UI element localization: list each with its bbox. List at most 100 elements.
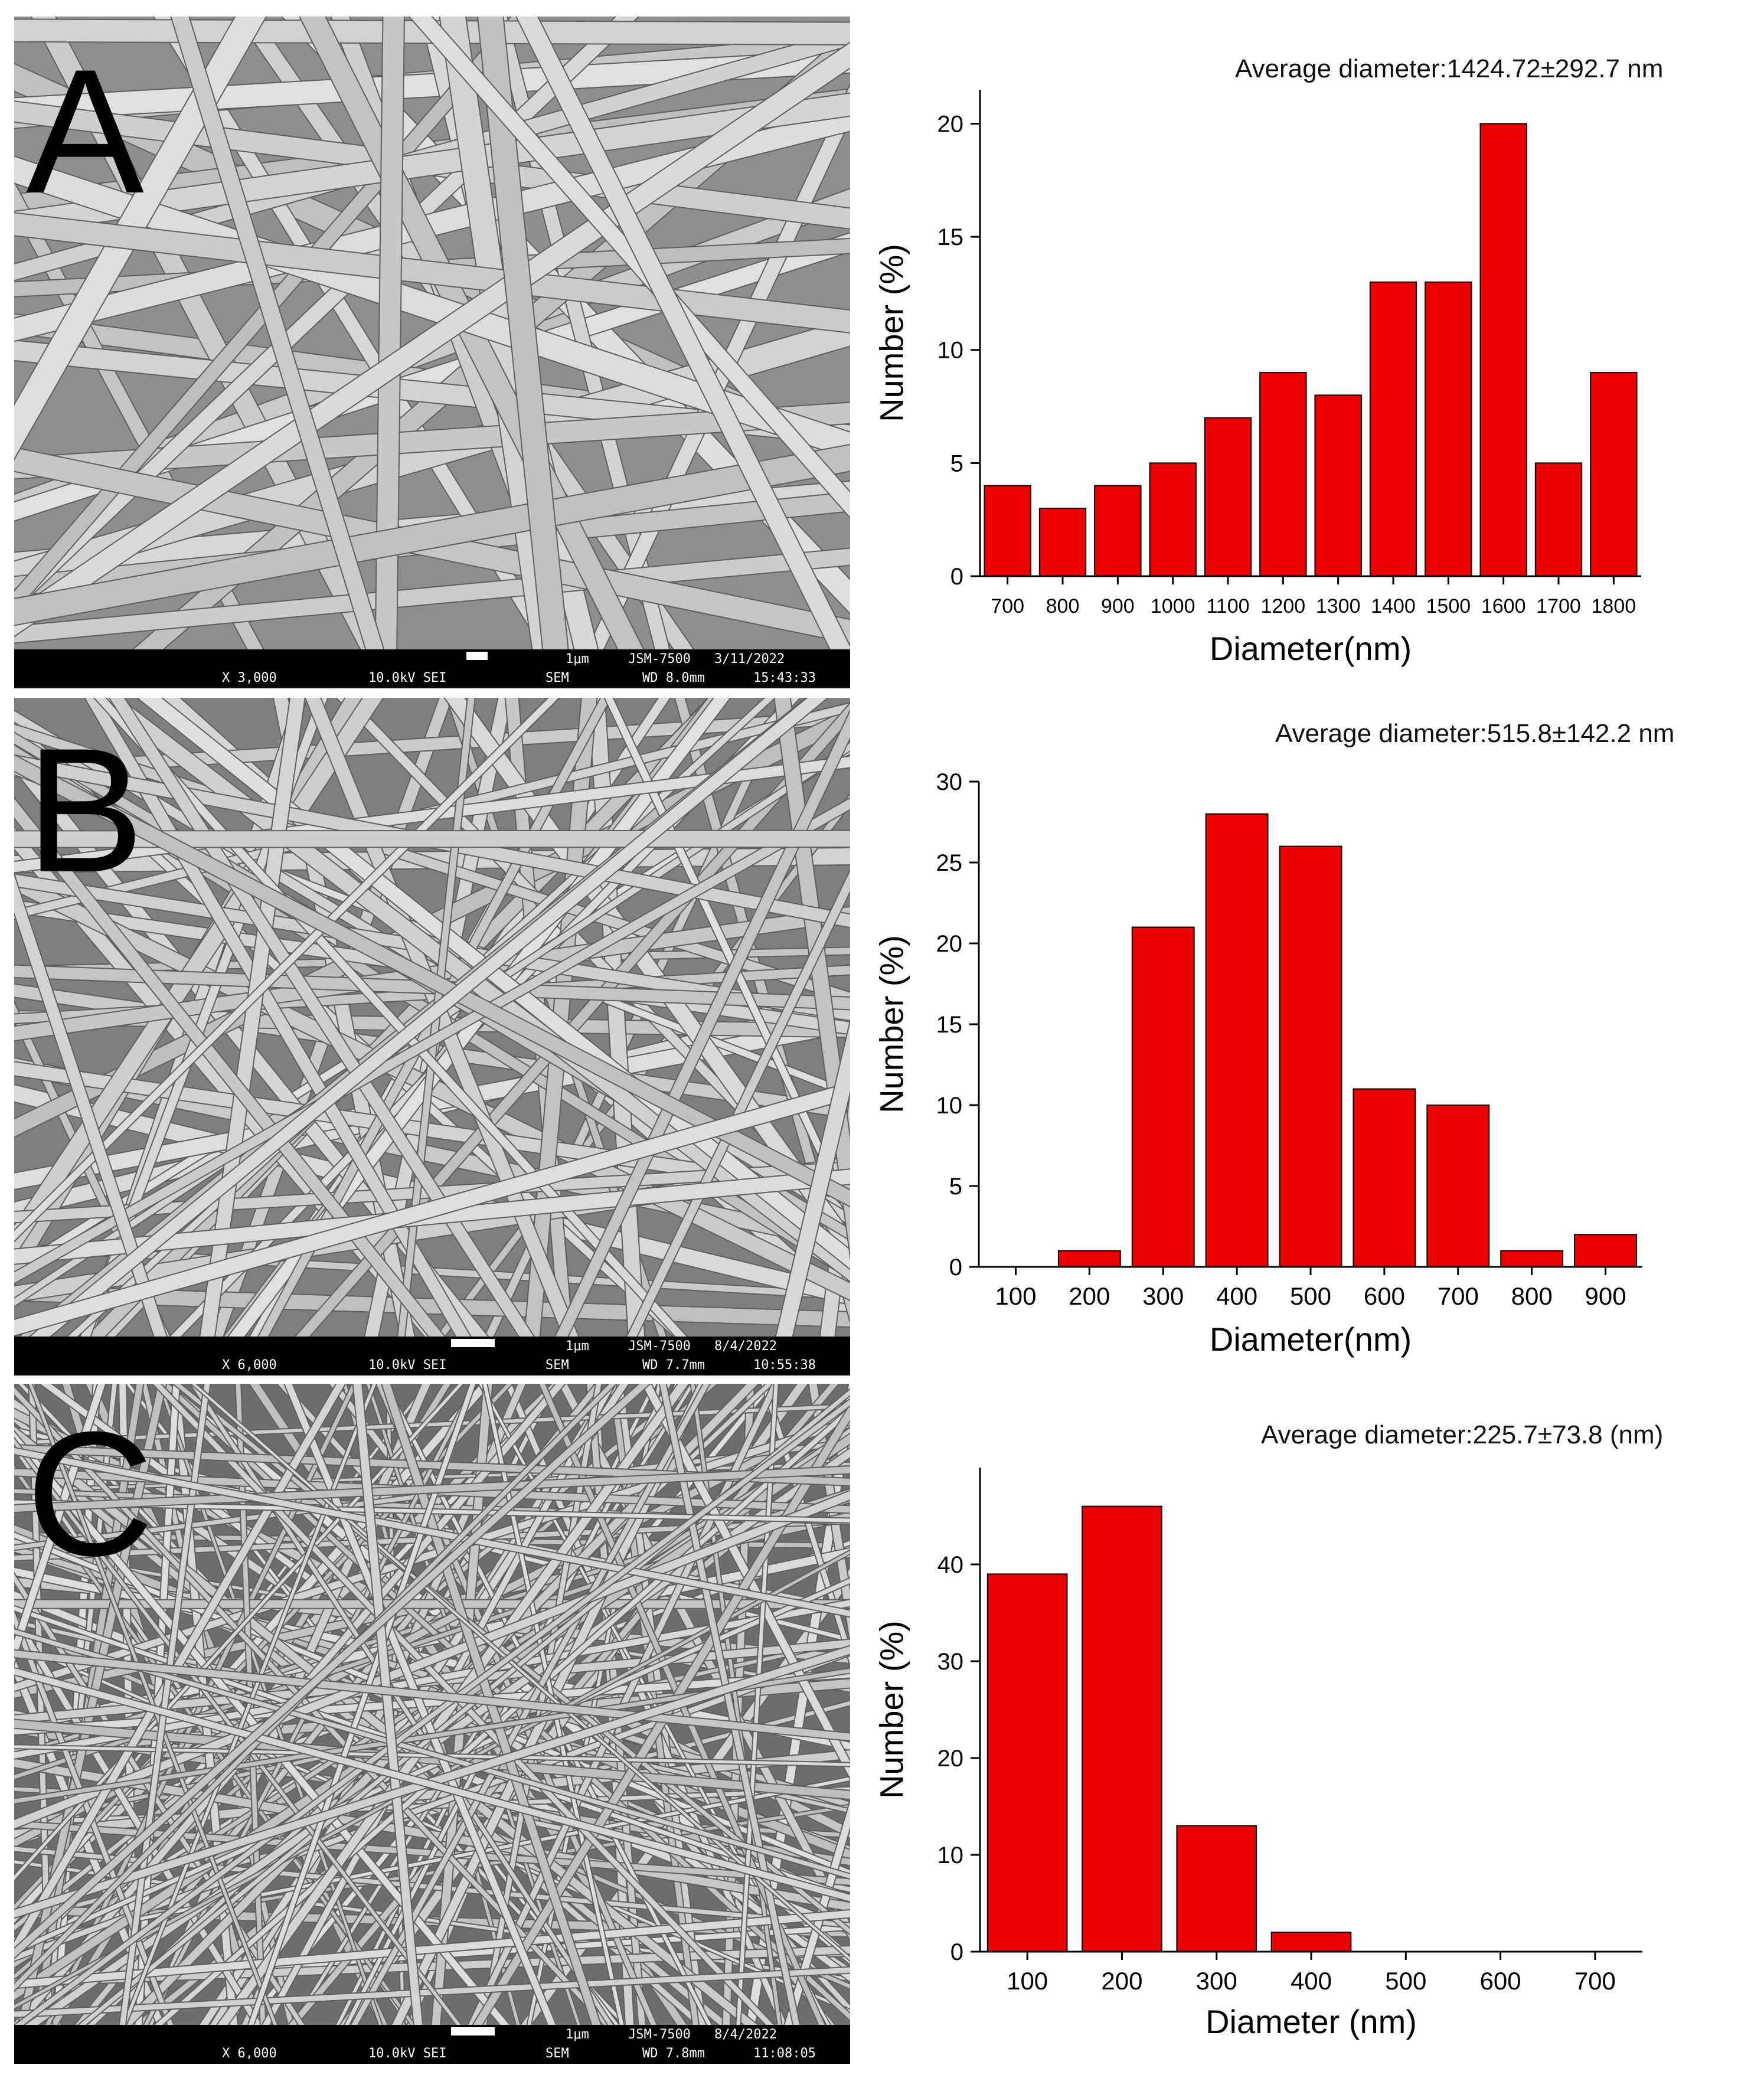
bar-1300	[1315, 395, 1361, 576]
x-axis-label: Diameter(nm)	[1210, 630, 1412, 667]
x-tick-label: 1200	[1261, 595, 1306, 617]
x-tick-label: 700	[1438, 1282, 1479, 1310]
sem-mode: SEM	[545, 671, 569, 685]
x-tick-label: 900	[1585, 1282, 1626, 1310]
bar-900	[1095, 486, 1141, 576]
bar-500	[1280, 847, 1342, 1267]
sem-date: 3/11/2022	[714, 652, 785, 666]
y-tick-label: 5	[950, 450, 963, 476]
y-tick-label: 10	[936, 1093, 963, 1119]
x-tick-label: 400	[1216, 1282, 1257, 1310]
y-tick-label: 0	[950, 1939, 963, 1965]
x-tick-label: 1800	[1592, 595, 1636, 617]
x-tick-label: 200	[1101, 1967, 1142, 1995]
x-tick-label: 600	[1364, 1282, 1405, 1310]
bar-400	[1206, 814, 1268, 1267]
x-tick-label: 300	[1196, 1967, 1237, 1995]
sem-kv: 10.0kV SEI	[368, 2046, 446, 2061]
bar-200	[1082, 1507, 1162, 1952]
x-tick-label: 1700	[1536, 595, 1581, 617]
x-tick-label: 1100	[1206, 595, 1249, 617]
sem-date: 8/4/2022	[714, 2027, 777, 2042]
sem-scale: 1μm	[566, 1339, 589, 1354]
sem-kv: 10.0kV SEI	[368, 671, 446, 685]
bar-200	[1059, 1251, 1121, 1267]
sem-time: 11:08:05	[753, 2046, 816, 2061]
sem-image-a: A X 3,000 10.0kV SEI SEM WD 8.0mm 15:43:…	[14, 17, 850, 688]
panel-letter-c: C	[26, 1405, 154, 1582]
y-tick-label: 15	[937, 224, 964, 250]
bar-800	[1040, 508, 1086, 576]
row-b: B X 6,000 10.0kV SEI SEM WD 7.7mm 10:55:…	[0, 691, 1764, 1381]
sem-info-bar-b: X 6,000 10.0kV SEI SEM WD 7.7mm 10:55:38…	[14, 1337, 850, 1375]
sem-mag: X 6,000	[222, 2046, 277, 2061]
x-tick-label: 200	[1069, 1282, 1110, 1310]
bar-600	[1353, 1089, 1415, 1267]
x-tick-label: 700	[1574, 1967, 1616, 1995]
y-tick-label: 10	[937, 338, 964, 364]
bar-1700	[1536, 463, 1582, 576]
x-tick-label: 400	[1291, 1967, 1332, 1995]
sem-mag: X 3,000	[222, 671, 277, 685]
bar-700	[984, 486, 1030, 576]
bar-1200	[1260, 373, 1306, 576]
average-diameter-b: Average diameter:515.8±142.2 nm	[1275, 719, 1674, 749]
x-tick-label: 1000	[1151, 595, 1195, 617]
y-axis-label: Number (%)	[873, 1620, 910, 1799]
x-tick-label: 600	[1480, 1967, 1521, 1995]
x-axis-label: Diameter (nm)	[1206, 2003, 1417, 2040]
y-tick-label: 10	[937, 1842, 964, 1868]
x-tick-label: 700	[991, 595, 1024, 617]
sem-instrument: JSM-7500	[628, 2027, 691, 2042]
bar-800	[1501, 1251, 1563, 1267]
x-axis-label: Diameter(nm)	[1210, 1321, 1412, 1358]
y-tick-label: 0	[950, 564, 963, 590]
sem-mode: SEM	[545, 1358, 569, 1373]
y-tick-label: 5	[949, 1174, 962, 1200]
scale-bar-c	[451, 2027, 495, 2035]
sem-date: 8/4/2022	[714, 1339, 777, 1354]
x-tick-label: 1500	[1426, 595, 1471, 617]
sem-time: 15:43:33	[753, 671, 816, 685]
x-tick-label: 1600	[1481, 595, 1526, 617]
bar-1500	[1425, 282, 1471, 576]
sem-wd: WD 7.7mm	[642, 1358, 705, 1373]
bar-700	[1427, 1105, 1489, 1267]
y-tick-label: 30	[937, 1649, 964, 1675]
sem-wd: WD 7.8mm	[642, 2046, 705, 2061]
y-axis-label: Number (%)	[873, 935, 910, 1113]
y-tick-label: 15	[936, 1012, 963, 1038]
sem-scale: 1μm	[566, 652, 589, 666]
panel-letter-b: B	[26, 721, 144, 898]
sem-image-b: B X 6,000 10.0kV SEI SEM WD 7.7mm 10:55:…	[14, 698, 850, 1375]
bar-900	[1574, 1234, 1636, 1267]
bar-1400	[1370, 282, 1416, 576]
x-tick-label: 900	[1101, 595, 1135, 617]
y-axis-label: Number (%)	[873, 244, 910, 422]
sem-mode: SEM	[545, 2046, 569, 2061]
sem-image-c: C X 6,000 10.0kV SEI SEM WD 7.8mm 11:08:…	[14, 1384, 850, 2064]
bar-300	[1132, 927, 1194, 1267]
average-diameter-c: Average diameter:225.7±73.8 (nm)	[1261, 1420, 1663, 1450]
sem-scale: 1μm	[566, 2027, 589, 2042]
row-c: C X 6,000 10.0kV SEI SEM WD 7.8mm 11:08:…	[0, 1381, 1764, 2075]
x-tick-label: 800	[1046, 595, 1080, 617]
bar-100	[988, 1574, 1067, 1952]
sem-wd: WD 8.0mm	[642, 671, 705, 685]
x-tick-label: 100	[1007, 1967, 1048, 1995]
x-tick-label: 800	[1511, 1282, 1553, 1310]
scale-bar-a	[466, 652, 488, 660]
axes	[980, 1468, 1642, 1952]
y-tick-label: 25	[936, 850, 963, 876]
y-tick-label: 20	[937, 1746, 964, 1772]
bar-1000	[1149, 463, 1195, 576]
y-tick-label: 30	[936, 769, 963, 795]
x-tick-label: 300	[1142, 1282, 1184, 1310]
bar-300	[1177, 1826, 1256, 1952]
